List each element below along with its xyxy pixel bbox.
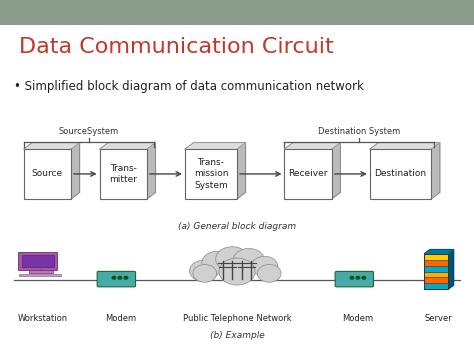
FancyBboxPatch shape — [0, 25, 474, 355]
Circle shape — [350, 277, 354, 279]
Text: Workstation: Workstation — [18, 314, 68, 323]
Bar — [370, 149, 431, 199]
Bar — [18, 252, 57, 270]
Polygon shape — [185, 143, 246, 149]
Circle shape — [124, 277, 128, 279]
Circle shape — [251, 256, 278, 276]
Circle shape — [356, 277, 360, 279]
Bar — [19, 273, 61, 276]
Circle shape — [202, 251, 232, 274]
Circle shape — [193, 264, 217, 282]
Polygon shape — [24, 143, 80, 149]
Bar — [21, 255, 54, 267]
Text: Source: Source — [32, 169, 63, 179]
FancyBboxPatch shape — [97, 271, 136, 287]
FancyBboxPatch shape — [335, 271, 374, 287]
Text: Public Telephone Network: Public Telephone Network — [182, 314, 292, 323]
Text: Trans-
mitter: Trans- mitter — [109, 164, 137, 184]
Bar — [424, 254, 448, 260]
Polygon shape — [284, 143, 340, 149]
Text: Server: Server — [425, 314, 452, 323]
Text: SourceSystem: SourceSystem — [59, 127, 119, 136]
Bar — [39, 269, 42, 271]
Bar — [424, 260, 448, 266]
Polygon shape — [370, 143, 440, 149]
Text: Trans-
mission
System: Trans- mission System — [194, 158, 228, 190]
Polygon shape — [424, 250, 454, 254]
Text: • Simplified block diagram of data communication network: • Simplified block diagram of data commu… — [14, 80, 364, 93]
Circle shape — [362, 277, 365, 279]
Text: (a) General block diagram: (a) General block diagram — [178, 222, 296, 231]
Text: (b) Example: (b) Example — [210, 331, 264, 340]
Text: Destination System: Destination System — [318, 127, 400, 136]
Circle shape — [118, 277, 122, 279]
Bar — [424, 272, 448, 278]
Bar — [424, 266, 448, 272]
Circle shape — [233, 248, 264, 272]
Polygon shape — [237, 143, 246, 199]
Bar — [424, 278, 448, 283]
Polygon shape — [100, 143, 155, 149]
Circle shape — [216, 247, 249, 272]
Bar — [284, 149, 332, 199]
Polygon shape — [332, 143, 340, 199]
Text: Modem: Modem — [105, 314, 137, 323]
Bar — [24, 149, 71, 199]
Bar — [424, 254, 448, 289]
Circle shape — [219, 258, 255, 285]
Polygon shape — [431, 143, 440, 199]
Text: Receiver: Receiver — [288, 169, 328, 179]
Text: Destination: Destination — [374, 169, 427, 179]
Polygon shape — [71, 143, 80, 199]
Bar — [28, 271, 53, 273]
Text: Modem: Modem — [342, 314, 374, 323]
Circle shape — [112, 277, 116, 279]
Polygon shape — [147, 143, 155, 199]
Bar — [424, 283, 448, 289]
Circle shape — [190, 260, 218, 282]
Bar — [185, 149, 237, 199]
Polygon shape — [448, 250, 454, 289]
Text: Data Communication Circuit: Data Communication Circuit — [19, 37, 334, 57]
Bar — [100, 149, 147, 199]
Circle shape — [257, 264, 281, 282]
